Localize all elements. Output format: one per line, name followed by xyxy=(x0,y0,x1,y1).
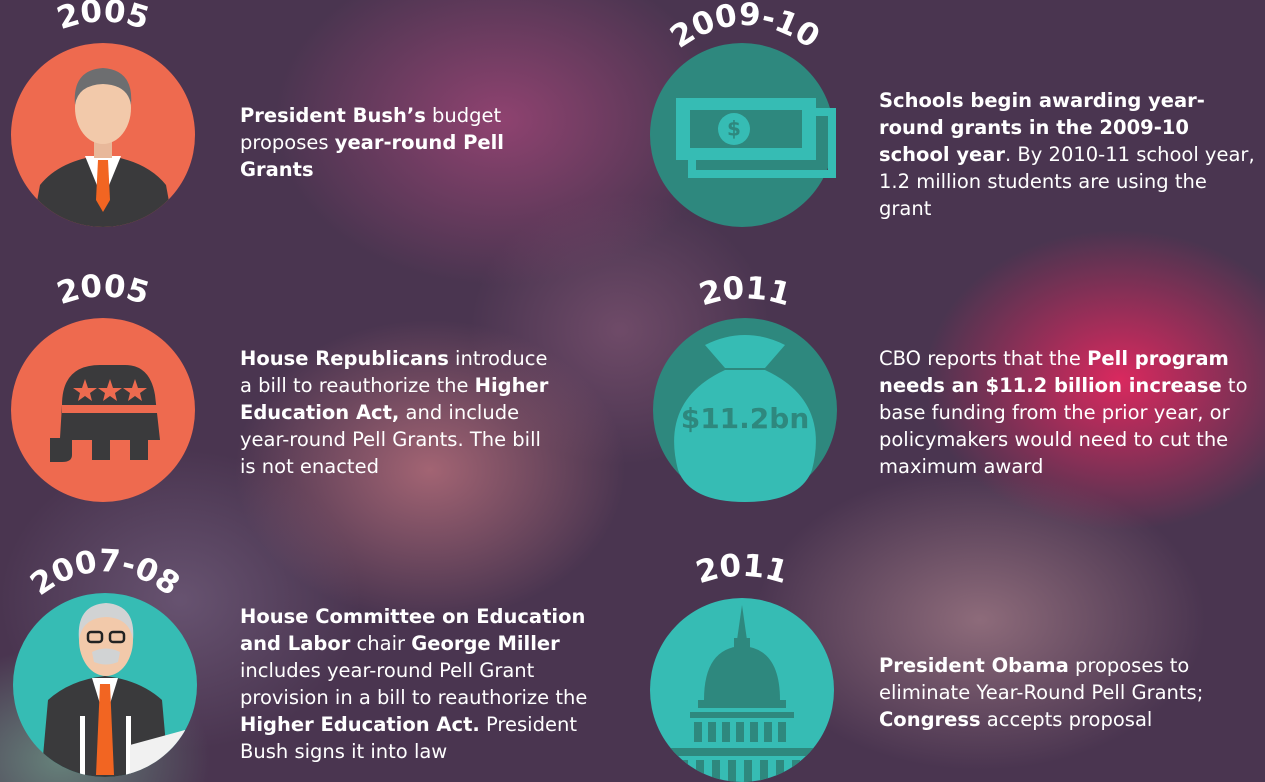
event-text: House Republicans introduce a bill to re… xyxy=(240,345,560,480)
bold-text: George Miller xyxy=(411,632,560,655)
icon-label: $11.2bn xyxy=(681,402,810,435)
event-text: House Committee on Education and Labor c… xyxy=(240,603,605,765)
year-label: 2011 xyxy=(695,270,794,313)
text: to base funding from the prior year, or … xyxy=(879,374,1248,478)
text: President Bush signs it into law xyxy=(240,713,577,763)
bold-text: President Obama xyxy=(879,654,1069,677)
bold-text: President Bush’s xyxy=(240,104,426,127)
bold-text: Pell program needs an $11.2 billion incr… xyxy=(879,347,1229,397)
year-label: 2011 xyxy=(692,548,792,591)
bold-text: Higher Education Act, xyxy=(240,374,549,424)
icon-president xyxy=(11,43,195,227)
bold-text: Schools begin awarding year-round grants… xyxy=(879,89,1205,166)
year-label: 2005 xyxy=(53,0,153,37)
text: includes year-round Pell Grant provision… xyxy=(240,659,588,709)
icon-money-bag: $11.2bn xyxy=(653,318,837,502)
year: 2005 xyxy=(53,268,153,312)
event-text: CBO reports that the Pell program needs … xyxy=(879,345,1259,480)
svg-text:$: $ xyxy=(727,117,741,141)
bold-text: Higher Education Act. xyxy=(240,713,480,736)
text: accepts proposal xyxy=(980,708,1153,731)
text: . By 2010-11 school year, 1.2 million st… xyxy=(879,143,1255,220)
text: chair xyxy=(350,632,412,655)
text: CBO reports that the xyxy=(879,347,1088,370)
text: introduce a bill to reauthorize the xyxy=(240,347,548,397)
icon-elephant xyxy=(11,318,195,502)
icon-chairman xyxy=(13,593,197,777)
bold-text: year-round Pell Grants xyxy=(240,131,504,181)
year: 2011 xyxy=(692,548,792,591)
year: 2011 xyxy=(695,270,794,313)
bold-text: Congress xyxy=(879,708,981,731)
text: budget proposes xyxy=(240,104,502,154)
year: 2005 xyxy=(53,0,153,37)
icon-capitol xyxy=(650,598,834,782)
text: and include year-round Pell Grants. The … xyxy=(240,401,541,478)
event-text: Schools begin awarding year-round grants… xyxy=(879,87,1264,222)
bold-text: House Committee on Education and Labor xyxy=(240,605,586,655)
event-text: President Bush’s budget proposes year-ro… xyxy=(240,102,540,183)
icon-money: $ xyxy=(650,43,836,227)
text: proposes to eliminate Year-Round Pell Gr… xyxy=(879,654,1204,704)
year-label: 2005 xyxy=(53,268,153,312)
event-text: President Obama proposes to eliminate Ye… xyxy=(879,652,1239,733)
bold-text: House Republicans xyxy=(240,347,449,370)
